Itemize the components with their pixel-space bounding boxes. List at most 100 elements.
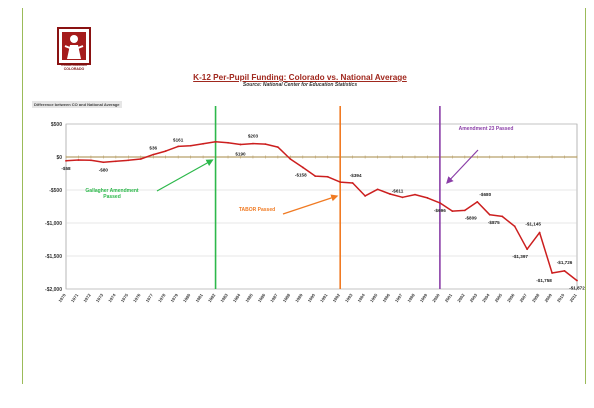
event-label: Gallagher Amendment Passed — [85, 188, 138, 200]
event-label-line: TABOR Passed — [239, 207, 275, 213]
data-point — [376, 188, 379, 191]
logo-line1: GoodEducation — [60, 63, 88, 67]
y-tick-label: -$1,000 — [45, 221, 62, 227]
data-point — [364, 195, 367, 197]
data-point — [451, 210, 454, 213]
x-tick-label: 1985 — [244, 292, 254, 303]
event-label-line: Amendment 23 Passed — [459, 126, 514, 132]
data-label: -$1,872 — [569, 286, 585, 291]
x-tick-label: 2003 — [469, 292, 479, 303]
x-tick-label: 1970 — [57, 292, 67, 303]
data-point — [264, 143, 267, 146]
data-point — [513, 225, 516, 228]
x-tick-label: 1991 — [319, 292, 329, 303]
data-label: -$1,145 — [525, 222, 541, 227]
x-tick-label: 1978 — [157, 292, 167, 303]
data-point — [301, 166, 304, 169]
x-tick-label: 1979 — [170, 292, 180, 303]
y-tick-label: $0 — [56, 155, 62, 161]
x-tick-label: 2001 — [444, 292, 454, 303]
data-point — [314, 175, 317, 178]
event-arrow — [446, 149, 479, 184]
data-label: -$809 — [465, 215, 477, 220]
x-tick-label: 2002 — [456, 292, 466, 303]
x-tick-label: 2011 — [569, 292, 579, 303]
data-point — [289, 158, 292, 160]
data-label: -$1,397 — [512, 254, 528, 259]
x-tick-label: 1986 — [257, 292, 267, 303]
data-point — [252, 142, 254, 145]
x-tick-label: 2005 — [494, 292, 504, 303]
x-tick-label: 1998 — [406, 292, 416, 303]
data-point — [401, 196, 404, 199]
data-point — [389, 193, 391, 195]
data-point — [90, 159, 92, 162]
x-tick-label: 2009 — [543, 292, 553, 303]
x-tick-label: 1995 — [369, 292, 379, 303]
x-tick-label: 1997 — [394, 292, 404, 303]
data-point — [214, 140, 217, 143]
y-tick-label: -$500 — [49, 188, 62, 194]
x-tick-label: 1975 — [120, 292, 130, 303]
x-tick-label: 1974 — [107, 292, 117, 303]
data-label: -$875 — [488, 220, 500, 225]
y-tick-label: -$1,500 — [45, 254, 62, 260]
data-point — [551, 272, 553, 274]
data-point — [65, 159, 67, 162]
data-point — [351, 182, 354, 184]
x-tick-label: 1973 — [95, 292, 105, 303]
data-point — [77, 159, 80, 161]
data-label: -$1,726 — [557, 260, 573, 265]
x-tick-label: 1996 — [381, 292, 391, 303]
data-point — [276, 146, 279, 149]
right-border — [585, 8, 586, 384]
x-tick-label: 1990 — [307, 292, 317, 303]
data-point — [414, 193, 416, 196]
y-tick-label: -$2,000 — [45, 287, 62, 293]
data-point — [526, 248, 529, 251]
x-tick-label: 1982 — [207, 292, 217, 303]
x-tick-label: 1999 — [419, 292, 429, 303]
x-tick-label: 1988 — [282, 292, 292, 303]
event-label: Amendment 23 Passed — [459, 126, 514, 132]
x-tick-label: 1983 — [219, 292, 229, 303]
x-tick-label: 2007 — [519, 292, 529, 303]
data-point — [538, 231, 541, 234]
data-point — [463, 209, 466, 212]
x-tick-label: 1984 — [232, 292, 242, 303]
x-tick-label: 1980 — [182, 292, 192, 303]
x-tick-label: 1993 — [344, 292, 354, 303]
x-tick-label: 2010 — [556, 292, 566, 303]
data-label: -$611 — [392, 188, 404, 193]
x-tick-label: 1971 — [70, 292, 80, 303]
event-label: TABOR Passed — [239, 207, 275, 213]
x-tick-label: 1976 — [132, 292, 142, 303]
data-label: -$158 — [295, 172, 307, 177]
data-point — [202, 142, 204, 145]
x-tick-label: 1977 — [145, 292, 155, 303]
logo-line2: COLORADO — [63, 67, 85, 71]
data-point — [576, 279, 578, 282]
x-tick-label: 1981 — [194, 292, 204, 303]
x-tick-label: 2000 — [431, 292, 441, 303]
data-point — [501, 215, 504, 218]
data-label: $36 — [149, 146, 157, 151]
data-label: -$58 — [61, 166, 71, 171]
data-point — [339, 181, 342, 183]
data-point — [439, 202, 441, 204]
x-tick-label: 2006 — [506, 292, 516, 303]
data-point — [488, 213, 491, 216]
x-tick-label: 1989 — [294, 292, 304, 303]
data-label: -$80 — [99, 167, 109, 172]
left-border — [22, 8, 23, 384]
x-tick-label: 1992 — [332, 292, 342, 303]
x-tick-label: 1987 — [269, 292, 279, 303]
chart-subtitle: Source: National Center for Education St… — [242, 82, 358, 88]
data-point — [563, 270, 566, 272]
data-point — [152, 153, 155, 156]
plot-area — [65, 123, 578, 290]
y-axis-title: Difference between CO and National Avera… — [32, 101, 122, 108]
data-point — [139, 158, 142, 160]
data-point — [114, 160, 117, 163]
